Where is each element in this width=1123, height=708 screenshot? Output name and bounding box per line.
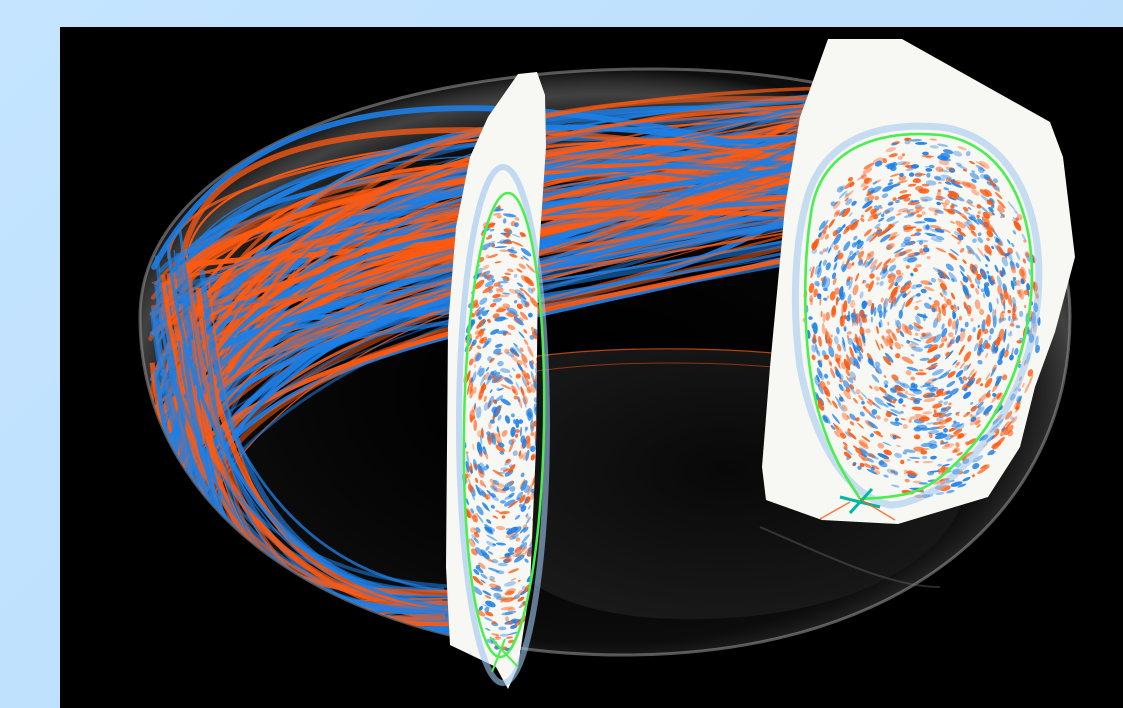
visualization-viewport bbox=[60, 27, 1123, 708]
plasma-torus-scene bbox=[138, 39, 1075, 689]
poloidal-slice-front bbox=[446, 72, 550, 689]
poloidal-slice-right bbox=[762, 39, 1075, 524]
